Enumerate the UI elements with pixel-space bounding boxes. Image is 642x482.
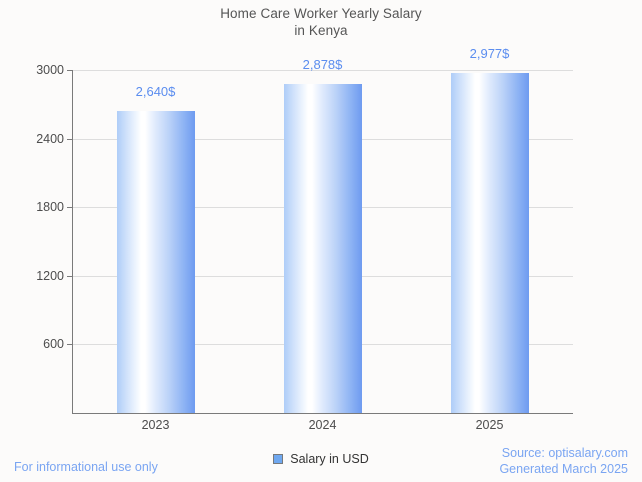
plot-area [67, 70, 573, 413]
chart-title-line-2: in Kenya [294, 23, 348, 38]
y-axis-tick-labels: 600 1200 1800 2400 3000 [0, 63, 64, 414]
bar[interactable] [450, 72, 529, 413]
x-axis-tick-label: 2023 [141, 418, 170, 432]
legend-swatch-icon [273, 454, 284, 464]
legend-item-label: Salary in USD [290, 452, 369, 466]
y-axis-tick-mark [67, 70, 72, 72]
bar-value-label: 2,977$ [469, 45, 510, 61]
y-axis-tick-mark [67, 275, 72, 277]
bar-value-label: 2,878$ [302, 57, 343, 73]
bar[interactable] [116, 111, 195, 413]
y-axis-tick-label: 2400 [36, 131, 64, 146]
gridline [72, 70, 573, 72]
y-axis-tick-label: 1200 [36, 268, 64, 283]
legend-item-salary-in-usd[interactable]: Salary in USD [273, 452, 369, 466]
bar[interactable] [283, 84, 362, 413]
x-axis-tick-label: 2024 [308, 418, 337, 432]
chart-title: Home Care Worker Yearly Salary in Kenya [0, 5, 642, 39]
generated-date-text: Generated March 2025 [499, 462, 628, 476]
y-axis-line [72, 70, 73, 414]
chart-legend: Salary in USD [0, 452, 642, 466]
y-axis-tick-mark [67, 207, 72, 209]
y-axis-tick-label: 1800 [36, 200, 64, 215]
bar-value-label: 2,640$ [135, 84, 176, 100]
source-text: Source: optisalary.com [501, 446, 628, 460]
y-axis-tick-mark [67, 138, 72, 140]
y-axis-tick-label: 3000 [36, 63, 64, 78]
y-axis-tick-label: 600 [43, 337, 64, 352]
chart-title-line-1: Home Care Worker Yearly Salary [220, 6, 422, 21]
x-axis-tick-label: 2025 [475, 418, 504, 432]
disclaimer-text: For informational use only [14, 460, 158, 474]
y-axis-tick-mark [67, 344, 72, 346]
x-axis-line [72, 413, 573, 414]
source-attribution: Source: optisalary.com Generated March 2… [499, 445, 628, 477]
